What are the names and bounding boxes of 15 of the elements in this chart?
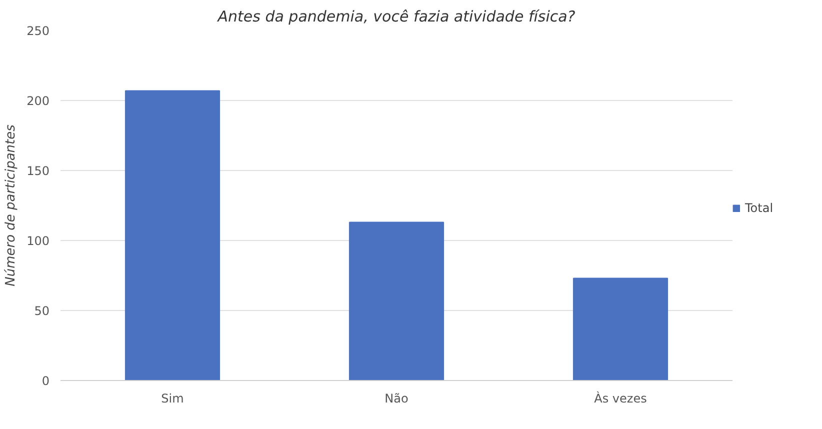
bar xyxy=(124,90,220,380)
y-tick-label: 0 xyxy=(42,374,50,388)
y-tick-label: 250 xyxy=(26,24,50,38)
chart-title: Antes da pandemia, você fazia atividade física? xyxy=(216,8,576,26)
bar xyxy=(572,278,668,380)
y-tick-label: 100 xyxy=(26,234,50,248)
x-tick-label: Às vezes xyxy=(594,390,647,406)
y-tick-label: 50 xyxy=(34,304,50,318)
y-tick-label: 150 xyxy=(26,164,50,178)
y-tick-label: 200 xyxy=(26,94,50,108)
bar xyxy=(348,222,444,380)
y-axis-title: Número de participantes xyxy=(4,124,19,286)
x-tick-label: Sim xyxy=(161,392,184,406)
legend-label: Total xyxy=(745,201,774,215)
x-tick-label: Não xyxy=(384,392,408,406)
